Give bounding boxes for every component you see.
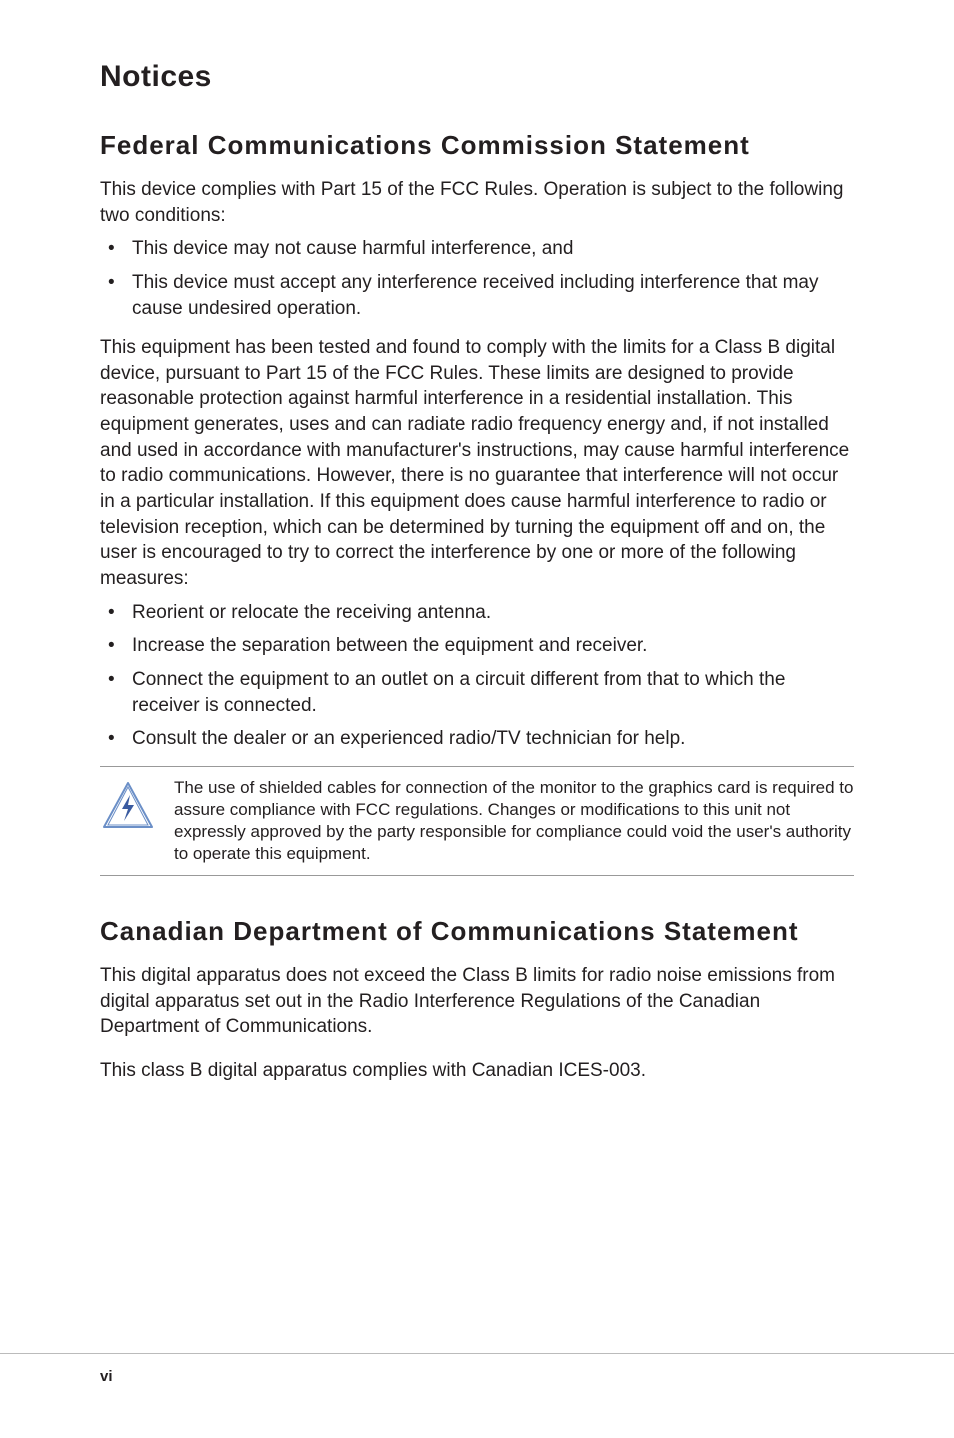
list-item: Connect the equipment to an outlet on a … — [100, 667, 854, 718]
list-item: Increase the separation between the equi… — [100, 633, 854, 659]
list-item: Consult the dealer or an experienced rad… — [100, 726, 854, 752]
canadian-para1: This digital apparatus does not exceed t… — [100, 963, 854, 1040]
canadian-heading: Canadian Department of Communications St… — [100, 916, 854, 947]
warning-note-text: The use of shielded cables for connectio… — [174, 777, 854, 865]
fcc-explanation: This equipment has been tested and found… — [100, 335, 854, 591]
fcc-heading: Federal Communications Commission Statem… — [100, 130, 854, 161]
fcc-intro: This device complies with Part 15 of the… — [100, 177, 854, 228]
fcc-conditions-list: This device may not cause harmful interf… — [100, 236, 854, 321]
fcc-measures-list: Reorient or relocate the receiving anten… — [100, 600, 854, 752]
list-item: Reorient or relocate the receiving anten… — [100, 600, 854, 626]
list-item: This device may not cause harmful interf… — [100, 236, 854, 262]
page-title: Notices — [100, 60, 854, 94]
canadian-para2: This class B digital apparatus complies … — [100, 1058, 854, 1084]
page-footer: vi — [0, 1353, 954, 1386]
lightning-warning-icon — [100, 779, 156, 835]
page-number: vi — [100, 1368, 113, 1385]
list-item: This device must accept any interference… — [100, 270, 854, 321]
warning-note: The use of shielded cables for connectio… — [100, 766, 854, 876]
